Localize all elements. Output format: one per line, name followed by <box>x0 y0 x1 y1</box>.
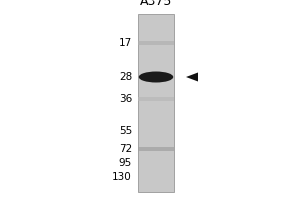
Text: A375: A375 <box>140 0 172 8</box>
Text: 36: 36 <box>119 94 132 104</box>
Bar <box>138 14 174 192</box>
Text: 17: 17 <box>119 38 132 48</box>
Text: 72: 72 <box>119 144 132 154</box>
Text: 28: 28 <box>119 72 132 82</box>
Polygon shape <box>186 73 198 82</box>
Bar <box>138 41 174 45</box>
Bar <box>138 147 174 151</box>
Bar <box>138 97 174 101</box>
Text: 55: 55 <box>119 126 132 136</box>
Text: 95: 95 <box>119 158 132 168</box>
Text: 130: 130 <box>112 172 132 182</box>
Ellipse shape <box>139 72 173 82</box>
